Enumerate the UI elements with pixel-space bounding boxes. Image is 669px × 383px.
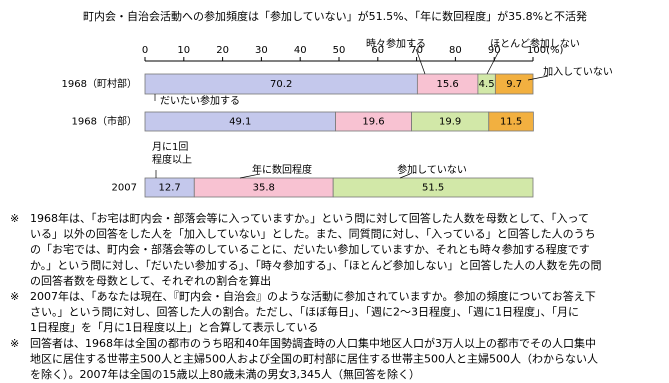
- series-label: ほとんど参加しない: [490, 37, 580, 50]
- series-label: 参加していない: [397, 163, 467, 176]
- value-label: 51.5: [422, 183, 444, 194]
- note-line: 地区に居住する世帯主500人と主婦500人および全国の町村部に居住する世帯主50…: [30, 351, 598, 365]
- note-line: さい。」という問に対し、回答した人の割合。ただし、「ほぼ毎日」、「週に2～3日程…: [30, 305, 579, 319]
- note-line: 1968年は、「お宅は町内会・部落会等に入っていますか。」という問に対して回答し…: [30, 211, 589, 225]
- x-tick-label: 80: [449, 45, 462, 56]
- series-label: 時々参加する: [366, 37, 426, 50]
- value-label: 35.8: [253, 183, 275, 194]
- note-line: の「お宅では、町内会・部落会等のしていることに、だいたい参加していますか、それと…: [30, 242, 590, 256]
- value-label: 49.1: [229, 117, 251, 128]
- note-mark: ※: [10, 290, 19, 303]
- value-label: 19.9: [439, 117, 461, 128]
- leader-line: [239, 173, 261, 179]
- chart-title: 町内会・自治会活動への参加頻度は「参加していない」が51.5%、「年に数回程度」…: [83, 9, 587, 23]
- category-label: 2007: [112, 183, 137, 194]
- x-tick-label: 90: [488, 45, 501, 56]
- note-line: 1日程度」を「月に1日程度以上」と合算して表示している: [30, 320, 318, 334]
- leader-line: [486, 48, 501, 75]
- series-label: だいたい参加する: [160, 94, 240, 107]
- note-line: か。」という問に対し、「だいたい参加する」、「時々参加する」、「ほとんど参加しな…: [30, 258, 601, 272]
- bar-segment: [494, 73, 534, 95]
- value-label: 12.7: [159, 183, 181, 194]
- x-tick-label: 20: [216, 45, 229, 56]
- x-tick-label: 30: [255, 45, 268, 56]
- note-line: 2007年は、「あなたは現在、『町内会・自治会』のような活動に参加されていますか…: [30, 289, 596, 303]
- x-tick-label: 100(%): [527, 45, 563, 56]
- note-line: を除く）。2007年は全国の15歳以上80歳未満の男女3,345人（無回答を除く…: [30, 367, 420, 381]
- bar-segment: [488, 111, 534, 132]
- note-line: いる」以外の回答をした人を「加入していない」とした。また、同質問に対し、「入って…: [30, 227, 596, 241]
- x-tick-label: 50: [333, 45, 346, 56]
- note-mark: ※: [10, 212, 19, 225]
- value-label: 11.5: [500, 117, 522, 128]
- note-mark: ※: [10, 337, 19, 350]
- x-tick-label: 60: [371, 45, 384, 56]
- value-label: 4.5: [479, 79, 495, 90]
- category-label: 1968（市部）: [72, 115, 137, 128]
- bar-segment: [332, 177, 534, 198]
- value-label: 19.6: [362, 117, 384, 128]
- value-label: 70.2: [270, 79, 292, 90]
- category-label: 1968（町村部）: [62, 77, 137, 90]
- series-label: 加入していない: [543, 66, 613, 78]
- series-label: 月に1回程度以上: [152, 142, 192, 166]
- leader-line: [415, 48, 426, 75]
- note-line: 回答者は、1968年は全国の都市のうち昭和40年国勢調査時の人口集中地区人口が3…: [30, 336, 596, 350]
- series-label-box: 月に1回程度以上: [152, 142, 192, 166]
- x-tick-label: 10: [177, 45, 190, 56]
- note-line: の回答者数を母数として、それぞれの割合を算出: [30, 273, 271, 287]
- series-label: 年に数回程度: [252, 163, 312, 176]
- value-label: 15.6: [437, 79, 459, 90]
- leader-line: [399, 173, 411, 179]
- value-label: 9.7: [506, 79, 522, 90]
- x-tick-label: 40: [294, 45, 307, 56]
- x-tick-label: 0: [142, 45, 148, 56]
- leader-line: [527, 75, 549, 81]
